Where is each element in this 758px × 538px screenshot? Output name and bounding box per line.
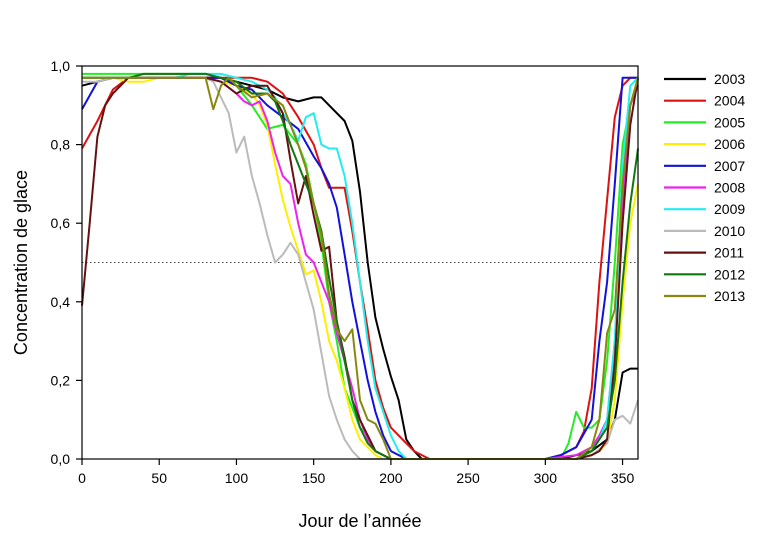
- legend-label-2011: 2011: [714, 245, 744, 261]
- y-tick-label: 0,2: [51, 372, 71, 388]
- axes-frame: [81, 65, 639, 460]
- legend-label-2012: 2012: [714, 266, 745, 282]
- series-line-2013: [82, 76, 639, 460]
- x-tick-label: 200: [379, 470, 403, 486]
- axes-layer: 0 50 100 150 200 250 300 350 0,0 0,2 0,4 0,6 0,8 1,0: [51, 58, 639, 486]
- x-tick-label: 350: [611, 470, 635, 486]
- y-tick-label: 0,8: [51, 137, 71, 153]
- series-layer: [81, 72, 639, 460]
- x-tick-label: 0: [78, 470, 86, 486]
- legend-label-2004: 2004: [714, 93, 745, 109]
- y-axis-title: Concentration de glace: [11, 170, 31, 355]
- legend-label-2003: 2003: [714, 71, 745, 87]
- legend-label-2005: 2005: [714, 114, 745, 130]
- x-tick-label: 150: [302, 470, 326, 486]
- legend-label-2007: 2007: [714, 158, 745, 174]
- x-tick-label: 50: [151, 470, 167, 486]
- x-axis-title: Jour de l’année: [298, 511, 421, 531]
- y-tick-label: 1,0: [51, 58, 71, 74]
- legend: 2003 2004 2005 2006 2007 2008 2009 2010 2011 2012…: [664, 71, 745, 304]
- legend-label-2009: 2009: [714, 201, 745, 217]
- legend-label-2013: 2013: [714, 288, 745, 304]
- legend-label-2006: 2006: [714, 136, 745, 152]
- y-tick-label: 0,0: [51, 451, 71, 467]
- legend-label-2008: 2008: [714, 180, 745, 196]
- x-tick-label: 100: [225, 470, 249, 486]
- y-tick-label: 0,6: [51, 215, 71, 231]
- legend-label-2010: 2010: [714, 223, 745, 239]
- x-tick-label: 300: [534, 470, 558, 486]
- x-tick-label: 250: [456, 470, 480, 486]
- y-tick-label: 0,4: [51, 294, 71, 310]
